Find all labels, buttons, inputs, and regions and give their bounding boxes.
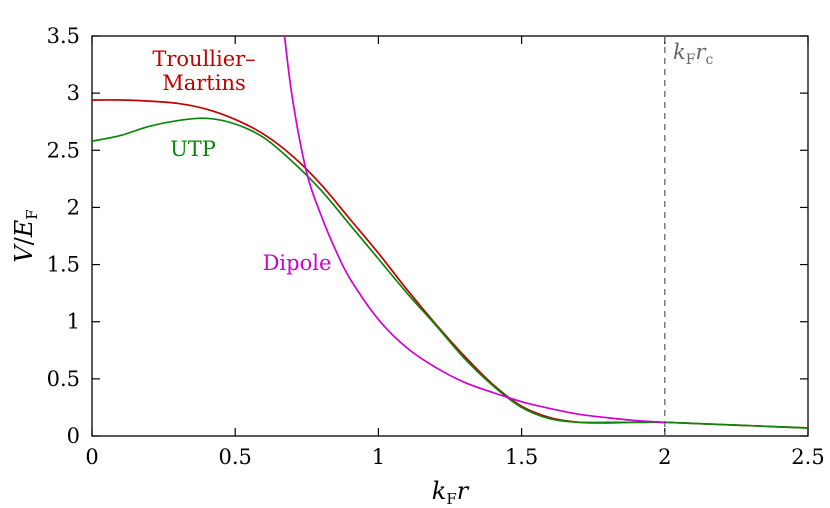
x-tick-label: 0.5 xyxy=(218,445,251,469)
y-tick-label: 2 xyxy=(67,195,80,219)
series-lines xyxy=(92,36,808,429)
y-tick-label: 1 xyxy=(67,310,80,334)
y-tick-label: 0 xyxy=(67,424,80,448)
series-label-troullier-martins-line1: Troullier– xyxy=(152,47,255,71)
series-line-utp xyxy=(92,117,808,429)
y-tick-label: 3.5 xyxy=(47,24,80,48)
series-label-utp: UTP xyxy=(170,137,216,161)
y-tick-label: 1.5 xyxy=(47,253,80,277)
x-tick-label: 2.5 xyxy=(791,445,824,469)
y-tick-label: 2.5 xyxy=(47,138,80,162)
y-axis-label: V/EF xyxy=(10,209,41,262)
y-tick-label: 0.5 xyxy=(47,367,80,391)
plot-frame xyxy=(91,35,809,437)
series-label-troullier-martins-line2: Martins xyxy=(162,71,246,95)
x-tick-label: 2 xyxy=(658,445,671,469)
series-label-dipole: Dipole xyxy=(263,251,332,275)
y-tick-label: 3 xyxy=(67,81,80,105)
x-tick-label: 1 xyxy=(372,445,385,469)
axis-ticks xyxy=(91,35,809,437)
series-labels: Troullier–Martins UTP Dipole xyxy=(152,47,331,275)
series-line-dipole xyxy=(283,36,665,424)
x-tick-label: 1.5 xyxy=(505,445,538,469)
x-axis-label: kFr xyxy=(432,477,470,508)
axis-tick-labels: 0 0.5 1 1.5 2 2.5 0 0.5 1 1.5 2 2.5 3 3.5 xyxy=(47,24,825,469)
vline-label: kFrc xyxy=(673,40,714,68)
x-tick-label: 0 xyxy=(85,445,98,469)
